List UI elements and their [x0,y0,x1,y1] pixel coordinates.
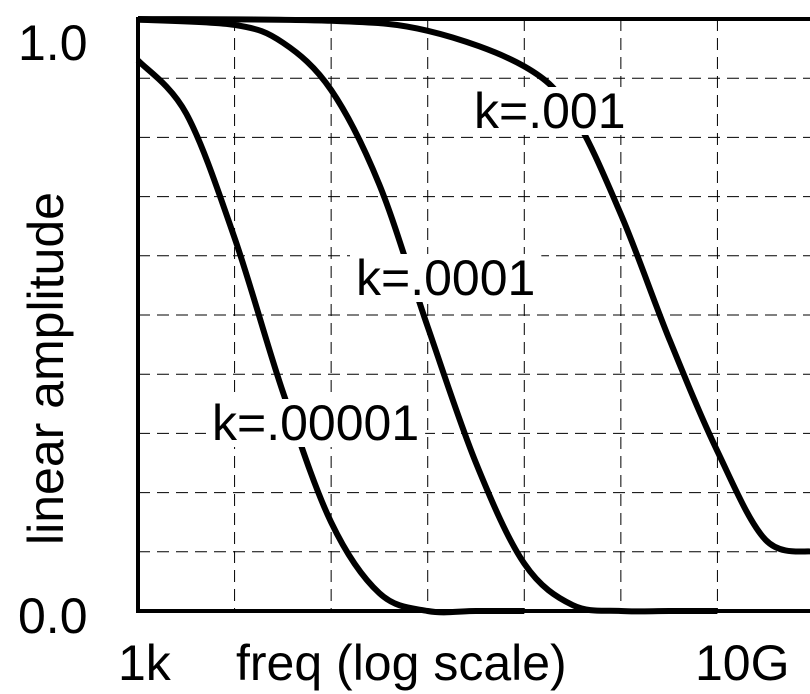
plot-frame [136,17,810,613]
series-labels: k=.00001 k=.0001 k=.001 [206,83,632,451]
series-line-2 [137,16,810,555]
x-tick-label-right: 10G [695,635,790,691]
series-label-1: k=.0001 [350,250,542,306]
series-label-text: k=.001 [474,83,626,139]
y-axis-title: linear amplitude [18,192,74,545]
x-tick-label-left: 1k [118,635,172,691]
x-axis-title: freq (log scale) [236,635,567,691]
series-label-2: k=.001 [468,83,632,139]
series-label-text: k=.00001 [212,395,419,451]
series-label-0: k=.00001 [206,395,426,451]
series-label-backing [350,254,542,302]
series-label-backing [468,87,632,135]
y-tick-label-top: 1.0 [18,15,88,71]
y-tick-label-bottom: 0.0 [18,588,88,644]
series-label-text: k=.0001 [356,250,535,306]
series-label-backing [206,399,426,447]
